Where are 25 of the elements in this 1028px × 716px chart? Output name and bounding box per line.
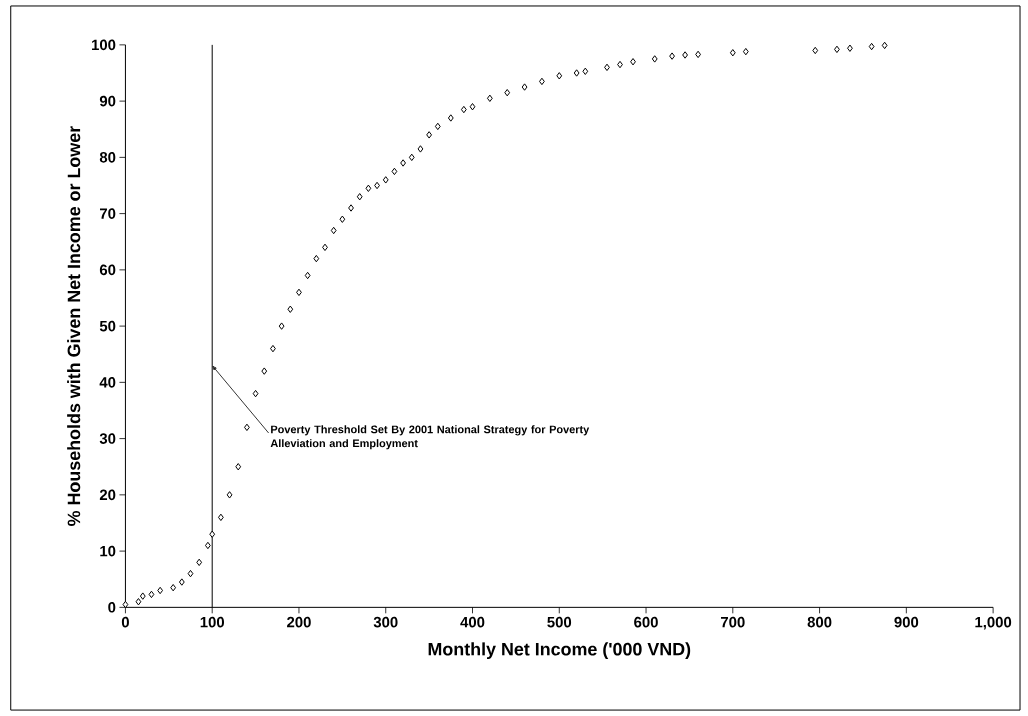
y-tick-label: 70: [100, 208, 116, 219]
y-tick-label: 50: [99, 320, 116, 332]
x-tick-label: 500: [547, 616, 572, 628]
x-tick-label: 900: [894, 616, 919, 628]
y-tick-label: 100: [92, 39, 116, 51]
x-tick-label: 0: [121, 616, 129, 628]
y-tick-label: 0: [108, 602, 116, 613]
y-axis-title: % Households with Given Net Income or Lower: [67, 126, 81, 526]
x-tick-label: 400: [460, 616, 485, 628]
y-tick-label: 60: [99, 264, 116, 276]
x-axis-title: Monthly Net Income ('000 VND): [428, 642, 691, 659]
y-tick-label: 80: [99, 152, 116, 163]
y-tick-label: 20: [99, 489, 116, 501]
x-tick-label: 700: [721, 616, 745, 628]
x-tick-label: 1,000: [975, 616, 1012, 630]
y-tick-label: 40: [99, 377, 116, 388]
x-tick-label: 200: [287, 616, 311, 628]
y-tick-label: 10: [100, 545, 116, 557]
x-tick-label: 600: [634, 616, 658, 628]
annotation: Poverty Threshold Set By 2001 National Strategy for Poverty Alleviation and Employment: [270, 425, 590, 450]
y-tick-label: 30: [99, 433, 116, 444]
y-tick-label: 90: [99, 95, 116, 107]
x-tick-label: 300: [373, 616, 398, 628]
x-tick-label: 100: [200, 616, 225, 628]
x-tick-label: 800: [807, 616, 832, 628]
